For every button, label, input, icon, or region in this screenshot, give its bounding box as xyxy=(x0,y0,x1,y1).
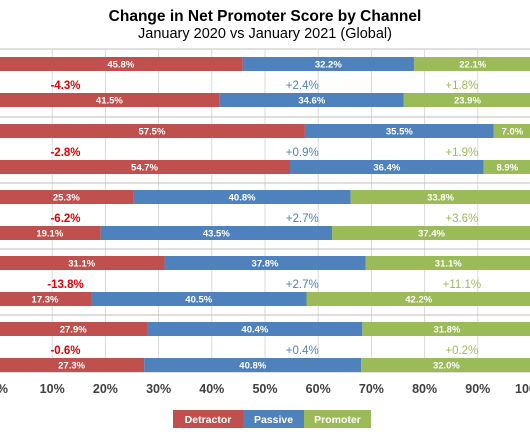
jan2020-bar-segment xyxy=(0,57,243,71)
data-label: 31.1% xyxy=(435,259,462,270)
jan2021-bar-segment xyxy=(0,160,291,174)
jan2021-bar-segment xyxy=(483,160,530,174)
data-label: 23.9% xyxy=(454,96,481,107)
jan2021-bar-segment xyxy=(0,226,101,240)
jan2020-bar-segment xyxy=(365,256,530,270)
legend-label: Promoter xyxy=(314,414,361,426)
jan2020-bar-segment xyxy=(164,256,366,270)
x-tick-label: 100% xyxy=(515,382,530,396)
jan2020-bar-segment xyxy=(0,256,165,270)
jan2020-bar-segment xyxy=(0,124,305,138)
data-label: 33.8% xyxy=(427,193,454,204)
jan2021-bar-segment xyxy=(100,226,333,240)
legend-swatch xyxy=(304,410,371,428)
data-label: 40.8% xyxy=(239,361,266,372)
data-label: 19.1% xyxy=(36,229,63,240)
data-label: 35.5% xyxy=(386,127,413,138)
x-tick-label: 40% xyxy=(199,382,224,396)
change-label: +2.7% xyxy=(286,279,319,291)
data-label: 54.7% xyxy=(131,163,158,174)
jan2021-bar-segment xyxy=(306,292,530,306)
jan2020-bar-segment xyxy=(242,57,414,71)
jan2020-bar-segment xyxy=(133,190,351,204)
jan2020-bar-segment xyxy=(362,322,530,336)
jan2021-bar-segment xyxy=(290,160,484,174)
data-label: 40.4% xyxy=(241,325,268,336)
data-label: 57.5% xyxy=(138,127,165,138)
change-label: +0.4% xyxy=(286,345,319,357)
data-label: 32.0% xyxy=(433,361,460,372)
jan2021-bar-segment xyxy=(91,292,307,306)
jan2021-bar-segment xyxy=(0,292,92,306)
x-tick-label: 80% xyxy=(412,382,437,396)
data-label: 8.9% xyxy=(496,163,518,174)
x-tick-label: 20% xyxy=(93,382,118,396)
data-label: 7.0% xyxy=(502,127,524,138)
data-label: 36.4% xyxy=(373,163,400,174)
data-label: 25.3% xyxy=(53,193,80,204)
legend-swatch xyxy=(243,410,304,428)
change-label: +1.9% xyxy=(445,147,478,159)
data-label: 42.2% xyxy=(405,295,432,306)
jan2020-bar-segment xyxy=(147,322,363,336)
jan2021-bar-segment xyxy=(403,93,530,107)
jan2021-bar-segment xyxy=(0,358,145,372)
data-label: 34.6% xyxy=(298,96,325,107)
data-label: 31.1% xyxy=(68,259,95,270)
data-label: 27.3% xyxy=(58,361,85,372)
legend-label: Passive xyxy=(254,414,293,426)
x-tick-label: 90% xyxy=(465,382,490,396)
jan2020-bar-segment xyxy=(350,190,530,204)
x-tick-label: 30% xyxy=(146,382,171,396)
change-label: +0.9% xyxy=(286,147,319,159)
change-label: +0.2% xyxy=(445,345,478,357)
data-label: 37.4% xyxy=(418,229,445,240)
data-label: 31.8% xyxy=(433,325,460,336)
jan2021-bar-segment xyxy=(144,358,362,372)
data-label: 37.8% xyxy=(252,259,279,270)
change-label: +3.6% xyxy=(445,213,478,225)
change-label: +11.1% xyxy=(443,279,481,291)
chart-subtitle: January 2020 vs January 2021 (Global) xyxy=(138,26,392,42)
change-label: -4.3% xyxy=(50,80,80,92)
data-label: 41.5% xyxy=(96,96,123,107)
change-label: -13.8% xyxy=(47,279,83,291)
jan2021-bar-segment xyxy=(332,226,530,240)
data-label: 17.3% xyxy=(32,295,59,306)
change-label: +2.7% xyxy=(286,213,319,225)
jan2021-bar-segment xyxy=(0,93,220,107)
change-label: +1.8% xyxy=(445,80,478,92)
jan2021-bar-segment xyxy=(219,93,404,107)
legend-swatch xyxy=(173,410,243,428)
data-label: 40.5% xyxy=(185,295,212,306)
jan2020-bar-segment xyxy=(0,322,148,336)
data-label: 45.8% xyxy=(107,60,134,71)
change-label: +2.4% xyxy=(286,80,319,92)
jan2021-bar-segment xyxy=(361,358,530,372)
jan2020-bar-segment xyxy=(413,57,530,71)
data-label: 22.1% xyxy=(459,60,486,71)
jan2020-bar-segment xyxy=(304,124,494,138)
data-label: 27.9% xyxy=(60,325,87,336)
x-tick-label: 60% xyxy=(306,382,331,396)
jan2020-bar-segment xyxy=(493,124,530,138)
x-tick-label: 50% xyxy=(252,382,277,396)
jan2020-bar-segment xyxy=(0,190,134,204)
data-label: 32.2% xyxy=(315,60,342,71)
x-tick-label: 70% xyxy=(359,382,384,396)
data-label: 43.5% xyxy=(203,229,230,240)
data-label: 40.8% xyxy=(229,193,256,204)
x-tick-label: 0% xyxy=(0,382,8,396)
legend-label: Detractor xyxy=(185,414,232,426)
change-label: -0.6% xyxy=(50,345,80,357)
change-label: -6.2% xyxy=(50,213,80,225)
x-tick-label: 10% xyxy=(40,382,65,396)
change-label: -2.8% xyxy=(50,147,80,159)
chart-title: Change in Net Promoter Score by Channel xyxy=(108,8,422,25)
